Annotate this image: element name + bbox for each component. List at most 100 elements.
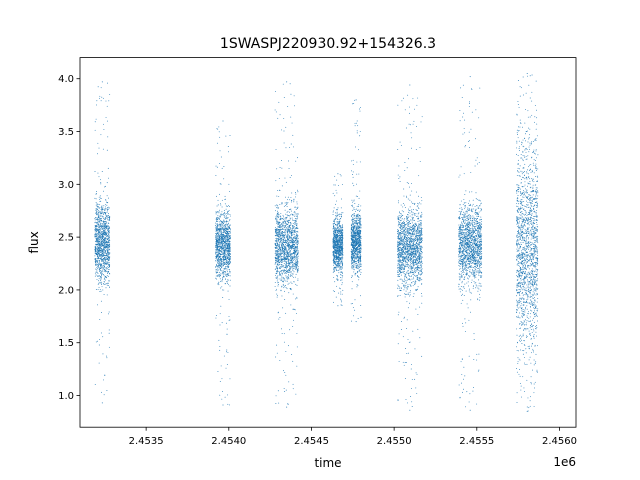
data-point bbox=[99, 214, 101, 216]
data-point bbox=[97, 217, 98, 219]
data-point bbox=[106, 244, 108, 246]
data-point bbox=[336, 229, 338, 231]
data-point bbox=[104, 244, 106, 246]
data-point bbox=[101, 246, 103, 247]
data-point bbox=[297, 216, 299, 218]
data-point bbox=[229, 224, 231, 226]
data-point bbox=[100, 228, 101, 230]
data-point bbox=[96, 228, 98, 230]
data-point bbox=[220, 230, 222, 232]
data-point bbox=[294, 231, 296, 232]
data-point bbox=[281, 295, 283, 297]
data-point bbox=[101, 81, 103, 83]
data-point bbox=[221, 222, 223, 224]
data-point bbox=[98, 210, 100, 211]
data-point bbox=[222, 250, 224, 252]
data-point bbox=[336, 212, 338, 214]
data-point bbox=[295, 248, 296, 250]
data-point bbox=[277, 247, 279, 249]
data-point bbox=[288, 229, 290, 231]
data-point bbox=[225, 228, 227, 230]
data-point bbox=[336, 261, 338, 263]
data-point bbox=[94, 222, 96, 224]
data-point bbox=[294, 245, 295, 247]
data-point bbox=[337, 276, 339, 278]
data-point bbox=[278, 249, 280, 251]
data-point bbox=[105, 220, 107, 222]
data-point bbox=[218, 231, 220, 233]
data-point bbox=[292, 388, 294, 390]
data-point bbox=[101, 252, 103, 254]
data-point bbox=[284, 253, 286, 255]
data-point bbox=[102, 259, 104, 261]
data-point bbox=[340, 273, 342, 275]
data-point bbox=[106, 270, 108, 272]
data-point bbox=[291, 247, 293, 249]
data-point bbox=[215, 277, 217, 279]
data-point bbox=[337, 231, 338, 233]
data-point bbox=[107, 82, 108, 84]
data-point bbox=[221, 273, 223, 275]
data-point bbox=[292, 265, 294, 267]
data-point bbox=[334, 195, 336, 197]
data-point bbox=[297, 252, 299, 254]
data-point bbox=[276, 267, 278, 269]
data-point bbox=[342, 252, 344, 254]
data-point bbox=[296, 223, 298, 225]
data-point bbox=[280, 279, 282, 281]
data-point bbox=[336, 237, 338, 239]
data-point bbox=[290, 288, 291, 290]
data-point bbox=[104, 269, 106, 271]
data-point bbox=[293, 276, 295, 278]
data-point bbox=[288, 236, 290, 238]
data-point bbox=[285, 126, 287, 128]
data-point bbox=[294, 262, 296, 264]
data-point bbox=[297, 218, 299, 220]
data-point bbox=[275, 356, 277, 358]
data-point bbox=[339, 257, 341, 259]
data-point bbox=[351, 277, 352, 279]
data-point bbox=[107, 208, 109, 210]
data-point bbox=[292, 308, 294, 310]
data-point bbox=[225, 233, 227, 235]
data-point bbox=[296, 296, 298, 298]
data-point bbox=[296, 263, 298, 265]
data-point bbox=[293, 198, 295, 200]
data-point bbox=[284, 231, 286, 233]
data-point bbox=[217, 229, 219, 231]
data-point bbox=[102, 253, 104, 255]
data-point bbox=[105, 223, 107, 224]
data-point bbox=[286, 238, 288, 239]
data-point bbox=[225, 244, 227, 246]
data-point bbox=[340, 291, 342, 293]
data-point bbox=[95, 240, 97, 242]
data-point bbox=[292, 232, 294, 234]
data-point bbox=[100, 270, 102, 272]
data-point bbox=[218, 131, 220, 133]
data-point bbox=[99, 219, 101, 221]
data-point bbox=[102, 255, 104, 257]
data-point bbox=[103, 394, 105, 396]
data-point bbox=[105, 270, 107, 272]
data-point bbox=[217, 227, 218, 228]
data-point bbox=[337, 224, 338, 226]
data-point bbox=[99, 224, 101, 226]
data-point bbox=[275, 241, 277, 243]
data-point bbox=[222, 241, 224, 243]
data-point bbox=[333, 257, 335, 259]
data-point bbox=[95, 289, 97, 290]
data-point bbox=[100, 332, 102, 334]
data-point bbox=[279, 278, 281, 280]
data-point bbox=[102, 218, 104, 219]
data-point bbox=[290, 249, 291, 251]
data-point bbox=[340, 235, 342, 237]
data-point bbox=[275, 240, 277, 242]
data-point bbox=[108, 311, 110, 313]
data-point bbox=[279, 262, 281, 264]
data-point bbox=[338, 251, 340, 253]
data-point bbox=[293, 256, 295, 258]
data-point bbox=[275, 277, 277, 279]
data-point bbox=[103, 221, 104, 223]
data-point bbox=[103, 205, 105, 207]
data-point bbox=[336, 265, 338, 267]
